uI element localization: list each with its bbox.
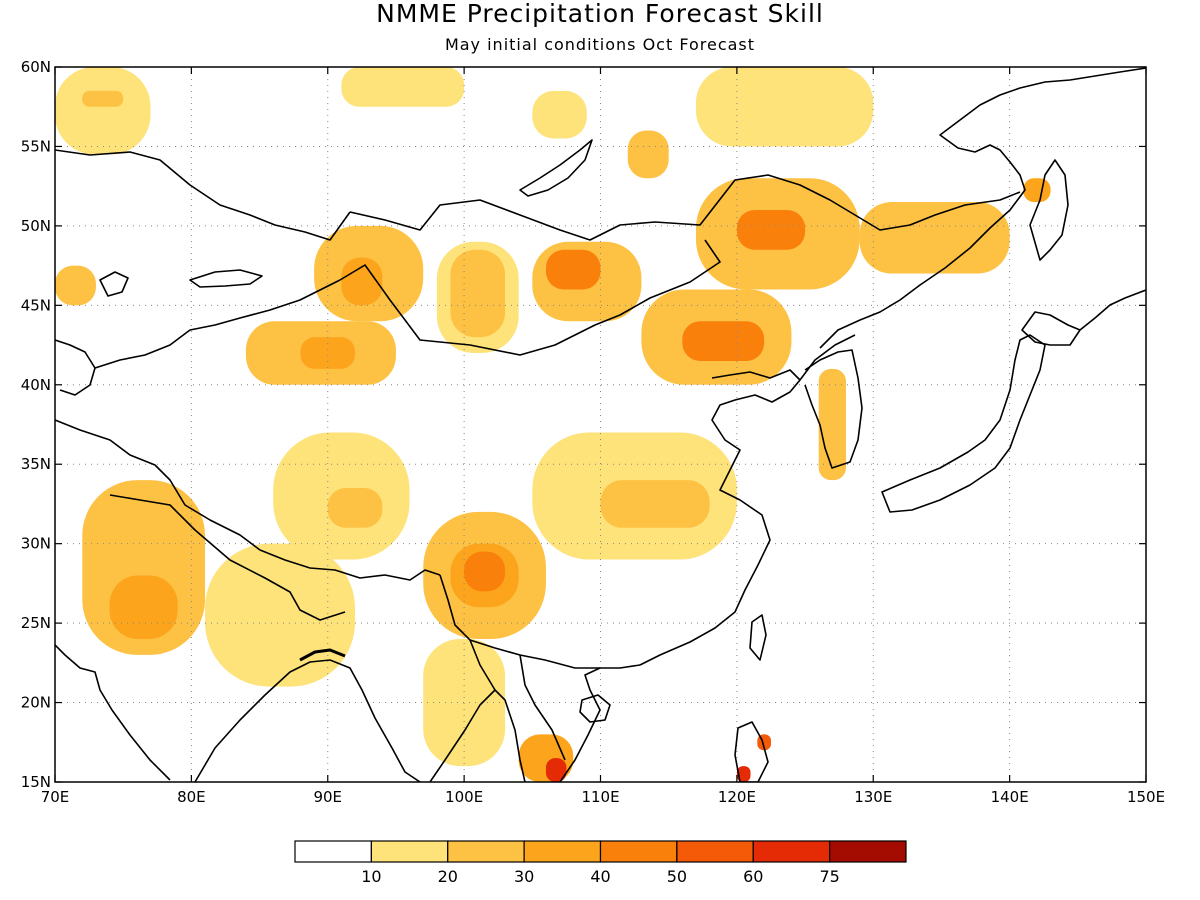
skill-region-amur [859, 202, 1010, 274]
coastline-russia-east [819, 67, 1146, 349]
aral-sea [99, 271, 129, 297]
lon-tick-label: 70E [41, 788, 70, 806]
lon-tick-label: 110E [581, 788, 619, 806]
colorbar-swatch [523, 840, 602, 863]
coastline-luzon [734, 721, 769, 782]
skill-region-tianshan-core [300, 337, 356, 369]
coastline-korea [804, 349, 863, 469]
lat-tick-label: 50N [21, 217, 51, 235]
skill-shading [55, 67, 1051, 782]
skill-region-indochina-peak [545, 758, 567, 782]
lat-tick-label: 35N [21, 455, 51, 473]
skill-region-siberia-105 [532, 90, 587, 139]
figure-title: NMME Precipitation Forecast Skill [376, 0, 824, 28]
lat-tick-label: 15N [21, 773, 51, 791]
colorbar-swatch [599, 840, 678, 863]
skill-region-inner-mongolia-core [682, 321, 765, 361]
figure-subtitle: May initial conditions Oct Forecast [445, 35, 755, 54]
coastline-hainan [579, 694, 611, 723]
border-kazakh-russia [55, 149, 351, 241]
border-china-kazakh [94, 279, 341, 369]
coastline-indochina-east [559, 664, 641, 782]
border-china-korea [799, 334, 856, 381]
skill-region-india-north-core [109, 575, 178, 639]
skill-region-west-siberia-north [55, 67, 151, 155]
skill-region-hangay-core [450, 249, 506, 338]
colorbar-label: 60 [743, 867, 763, 886]
skill-region-tibet-core [327, 488, 383, 528]
colorbar-label: 30 [514, 867, 534, 886]
coastline-taiwan [749, 614, 767, 661]
skill-region-mongolia-central-core [545, 249, 601, 290]
lon-tick-label: 90E [313, 788, 342, 806]
skill-region-korea-west [818, 368, 846, 481]
colorbar-swatch [676, 840, 754, 863]
coastline-china-east [639, 369, 801, 666]
skill-region-altai-core [341, 257, 383, 306]
lat-tick-label: 40N [21, 376, 51, 394]
skill-region-sichuan-peak [464, 551, 506, 592]
coastline-japan [881, 334, 1046, 513]
lake-balkhash [189, 269, 263, 288]
border-indochina [469, 639, 566, 761]
skill-region-manchuria-core [736, 210, 806, 250]
border-tibet-himalaya [55, 419, 441, 581]
skill-region-west-siberia-peak [82, 90, 124, 107]
skill-region-luzon [736, 766, 751, 782]
border-south-asia-inner [109, 494, 346, 621]
axis-ticks: 70E 80E 90E 100E 110E 120E 130E 140E 150E 60N 55N 5… [21, 58, 1165, 806]
lon-tick-label: 140E [991, 788, 1029, 806]
lon-tick-label: 120E [718, 788, 756, 806]
coastline-arabian-sea [55, 644, 171, 781]
lake-baikal [519, 139, 593, 197]
colorbar-swatch [447, 840, 525, 863]
lat-tick-label: 60N [21, 58, 51, 76]
skill-region-loess-core [600, 480, 710, 528]
colorbar-swatch [294, 840, 372, 863]
border-russia-mongolia-china [349, 174, 1021, 241]
coastlines-and-borders [55, 67, 1146, 782]
coastline-bangladesh-delta [299, 648, 346, 662]
lat-tick-label: 25N [21, 614, 51, 632]
border-myanmar-china [439, 574, 600, 669]
border-china-mongolia-south [339, 239, 721, 356]
lat-tick-label: 55N [21, 137, 51, 155]
coastline-kamchatka [1079, 289, 1146, 331]
colorbar-label: 75 [819, 867, 839, 886]
lat-tick-label: 20N [21, 694, 51, 712]
lon-tick-label: 100E [445, 788, 483, 806]
skill-region-siberia-north-east [695, 67, 874, 147]
colorbar-label: 50 [667, 867, 687, 886]
lat-tick-label: 30N [21, 535, 51, 553]
lat-tick-label: 45N [21, 296, 51, 314]
skill-region-siberia-92 [341, 67, 465, 107]
colorbar-label: 20 [438, 867, 458, 886]
colorbar-swatch [829, 840, 907, 863]
skill-region-sakhalin [1023, 178, 1051, 203]
colorbar-label: 10 [361, 867, 381, 886]
plot-area [55, 67, 1146, 782]
lon-tick-label: 150E [1127, 788, 1165, 806]
colorbar: 10 20 30 40 50 60 75 [294, 840, 907, 886]
lon-tick-label: 80E [177, 788, 206, 806]
lon-tick-label: 130E [854, 788, 892, 806]
colorbar-swatch [752, 840, 831, 863]
colorbar-swatch [370, 840, 449, 863]
coastline-bay-of-bengal [194, 659, 421, 782]
skill-region-kazakh-west [55, 265, 96, 306]
colorbar-label: 40 [590, 867, 610, 886]
coastline-sakhalin [1029, 159, 1069, 261]
skill-region-siberia-113 [627, 130, 669, 179]
skill-region-myanmar [423, 639, 506, 767]
